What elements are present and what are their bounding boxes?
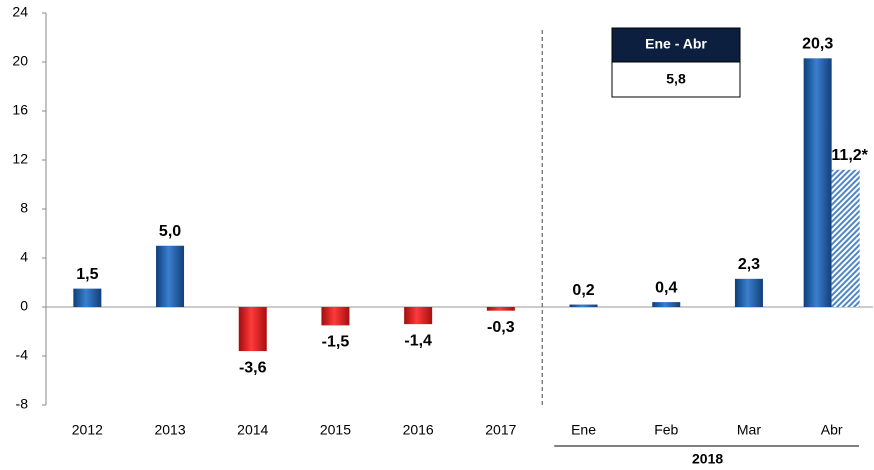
group-label: 2018: [692, 451, 723, 467]
y-tick-label: 16: [12, 102, 28, 118]
inset-header-bg: [611, 27, 741, 63]
x-tick-label: Ene: [571, 422, 596, 438]
x-tick-label: Abr: [821, 422, 843, 438]
y-tick-label: 12: [12, 151, 28, 167]
y-tick-label: 20: [12, 53, 28, 69]
y-tick-label: -8: [16, 396, 29, 412]
y-tick-label: 24: [12, 4, 28, 20]
bar: [831, 169, 860, 307]
value-label: -1,4: [404, 332, 432, 349]
bar: [486, 307, 515, 311]
value-label: -0,3: [487, 319, 515, 336]
y-tick-label: 4: [20, 249, 28, 265]
bar: [156, 245, 185, 307]
y-tick-label: -4: [16, 347, 29, 363]
value-label: 0,2: [572, 282, 594, 299]
x-tick-label: 2015: [320, 422, 351, 438]
value-label: 2,3: [738, 256, 760, 273]
inset-value-bg: [611, 61, 741, 98]
value-label: 1,5: [76, 266, 98, 283]
bar: [734, 278, 763, 307]
bar: [569, 304, 598, 307]
y-tick-label: 0: [20, 298, 28, 314]
inset-value: 5,8: [666, 71, 686, 87]
value-label: 0,4: [655, 279, 677, 296]
y-tick-label: 8: [20, 200, 28, 216]
x-tick-label: Feb: [654, 422, 678, 438]
bar: [652, 302, 681, 307]
x-tick-label: 2014: [237, 422, 268, 438]
bar: [238, 307, 267, 352]
value-label: -3,6: [239, 359, 267, 376]
x-tick-label: Mar: [737, 422, 761, 438]
bar: [73, 288, 102, 307]
x-tick-label: 2017: [485, 422, 516, 438]
inset-header: Ene - Abr: [645, 36, 707, 52]
x-tick-label: 2013: [154, 422, 185, 438]
value-label: 20,3: [802, 36, 833, 53]
value-label: -1,5: [322, 334, 350, 351]
bar: [404, 307, 433, 325]
bar: [321, 307, 350, 326]
x-tick-label: 2016: [403, 422, 434, 438]
value-label: 5,0: [159, 223, 181, 240]
value-label: 11,2*: [831, 147, 868, 164]
bar: [803, 58, 832, 308]
x-tick-label: 2012: [72, 422, 103, 438]
